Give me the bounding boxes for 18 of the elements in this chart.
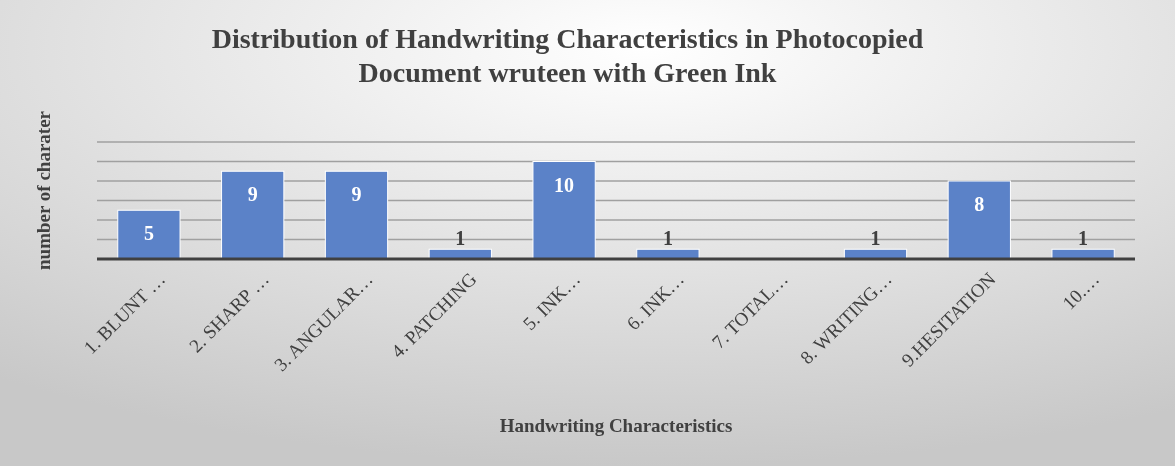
data-label: 9: [351, 183, 362, 206]
data-label: 1: [870, 227, 881, 250]
data-label: 1: [1078, 227, 1089, 250]
data-label: 1: [455, 227, 466, 250]
bar: [117, 209, 181, 260]
data-label: 9: [247, 183, 258, 206]
bar: [947, 180, 1011, 260]
y-axis-title: number of charater: [33, 110, 54, 271]
data-label: 8: [974, 193, 985, 215]
x-axis-title: Handwriting Characteristics: [499, 415, 733, 436]
bar: [532, 161, 596, 260]
data-label: 5: [143, 222, 154, 245]
x-tick-label: 10.…: [1058, 268, 1104, 314]
bar: [324, 170, 389, 260]
bar: [221, 170, 285, 260]
data-label: 1: [662, 227, 673, 250]
chart-title: Distribution of Handwriting Characteristics in Photocopied Document wruteen with Green Ink: [211, 23, 924, 88]
data-label: 10: [554, 173, 575, 196]
